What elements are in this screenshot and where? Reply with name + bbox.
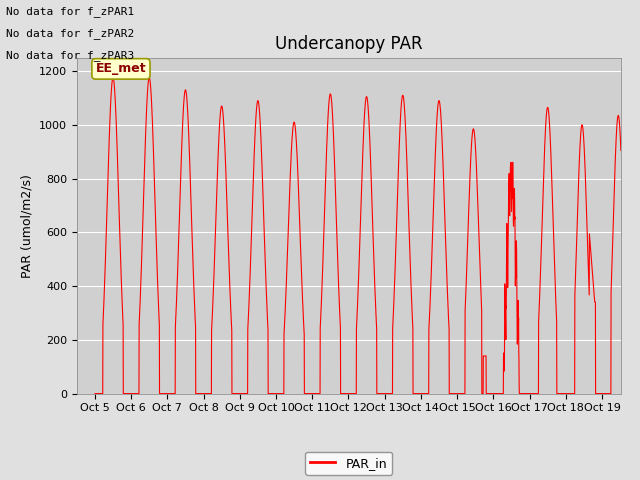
Text: EE_met: EE_met	[95, 62, 147, 75]
Title: Undercanopy PAR: Undercanopy PAR	[275, 35, 422, 53]
Text: No data for f_zPAR1: No data for f_zPAR1	[6, 6, 134, 17]
Text: No data for f_zPAR2: No data for f_zPAR2	[6, 28, 134, 39]
Legend: PAR_in: PAR_in	[305, 452, 392, 475]
Text: No data for f_zPAR3: No data for f_zPAR3	[6, 49, 134, 60]
Y-axis label: PAR (umol/m2/s): PAR (umol/m2/s)	[20, 174, 33, 277]
